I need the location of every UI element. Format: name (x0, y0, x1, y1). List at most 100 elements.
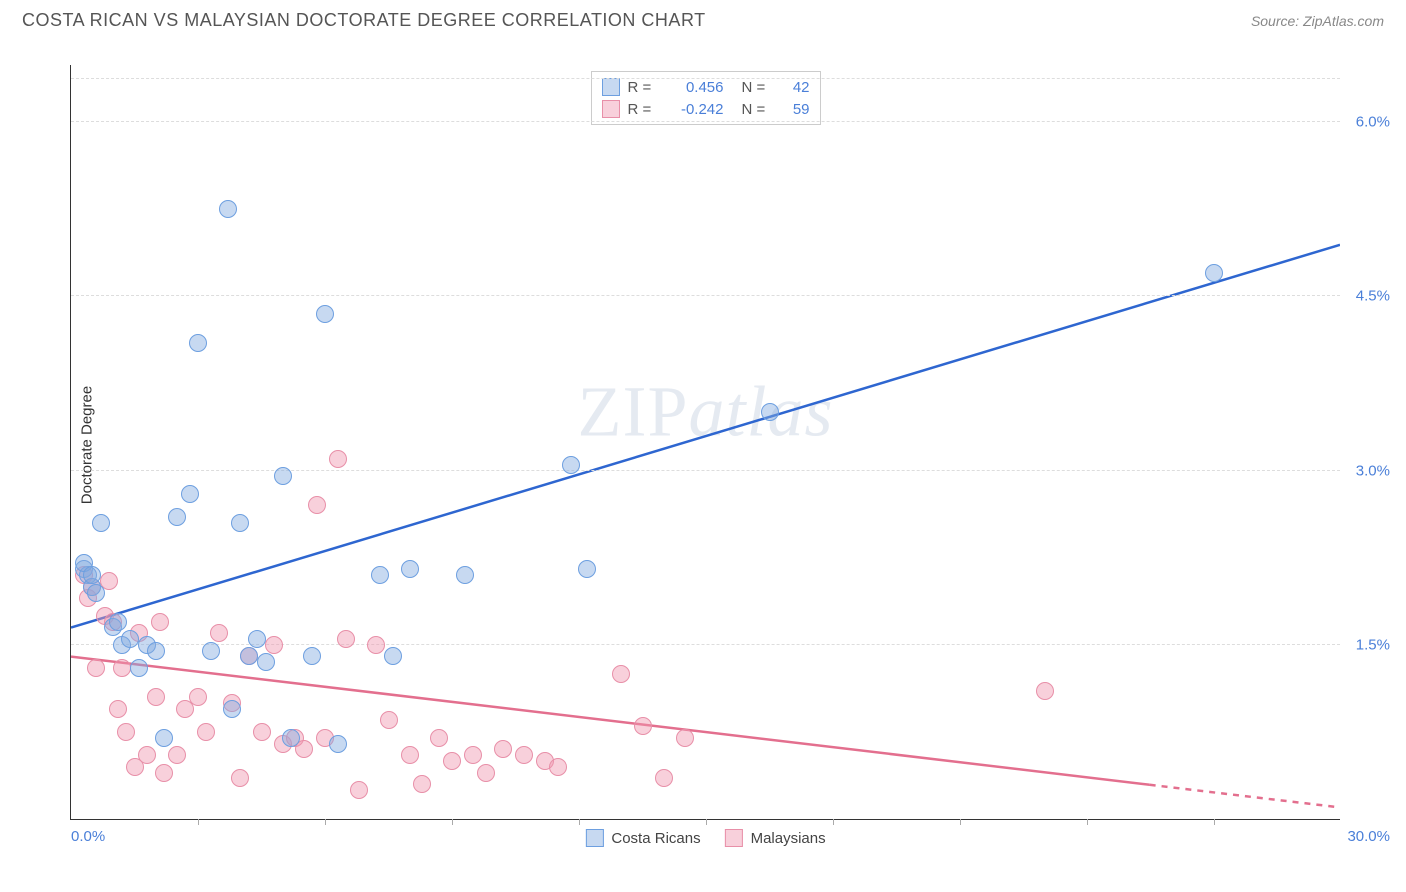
data-point-malaysians (151, 613, 169, 631)
data-point-costa-ricans (303, 647, 321, 665)
data-point-malaysians (515, 746, 533, 764)
data-point-malaysians (1036, 682, 1054, 700)
data-point-malaysians (117, 723, 135, 741)
data-point-costa-ricans (181, 485, 199, 503)
y-tick-label: 6.0% (1356, 114, 1390, 131)
x-tick (325, 819, 326, 825)
data-point-costa-ricans (274, 467, 292, 485)
n-label: N = (742, 79, 772, 96)
data-point-malaysians (549, 758, 567, 776)
x-origin-label: 0.0% (71, 828, 105, 845)
data-point-costa-ricans (401, 560, 419, 578)
r-label: R = (628, 101, 658, 118)
data-point-malaysians (464, 746, 482, 764)
source-name: ZipAtlas.com (1303, 13, 1384, 29)
x-tick (1087, 819, 1088, 825)
data-point-malaysians (676, 729, 694, 747)
correlation-row-costa-ricans: R = 0.456 N = 42 (602, 76, 810, 98)
data-point-costa-ricans (219, 200, 237, 218)
data-point-costa-ricans (1205, 264, 1223, 282)
data-point-costa-ricans (168, 508, 186, 526)
data-point-malaysians (443, 752, 461, 770)
data-point-malaysians (210, 624, 228, 642)
data-point-costa-ricans (316, 305, 334, 323)
data-point-malaysians (401, 746, 419, 764)
data-point-costa-ricans (282, 729, 300, 747)
data-point-malaysians (413, 775, 431, 793)
data-point-costa-ricans (130, 659, 148, 677)
x-max-label: 30.0% (1347, 828, 1390, 845)
source-attribution: Source: ZipAtlas.com (1251, 13, 1384, 29)
data-point-malaysians (367, 636, 385, 654)
data-point-costa-ricans (329, 735, 347, 753)
grid-line (71, 121, 1340, 122)
legend-label-costa-ricans: Costa Ricans (611, 830, 700, 847)
plot-area: ZIPatlas R = 0.456 N = 42 R = -0.242 N =… (70, 65, 1340, 820)
source-prefix: Source: (1251, 13, 1303, 29)
data-point-malaysians (655, 769, 673, 787)
r-label: R = (628, 79, 658, 96)
data-point-malaysians (155, 764, 173, 782)
data-point-costa-ricans (248, 630, 266, 648)
data-point-malaysians (430, 729, 448, 747)
x-tick (452, 819, 453, 825)
data-point-costa-ricans (231, 514, 249, 532)
swatch-malaysians-icon (725, 829, 743, 847)
x-tick (833, 819, 834, 825)
data-point-malaysians (109, 700, 127, 718)
y-tick-label: 3.0% (1356, 462, 1390, 479)
grid-line (71, 470, 1340, 471)
correlation-legend: R = 0.456 N = 42 R = -0.242 N = 59 (591, 71, 821, 125)
data-point-malaysians (350, 781, 368, 799)
x-tick (1214, 819, 1215, 825)
data-point-costa-ricans (578, 560, 596, 578)
data-point-costa-ricans (384, 647, 402, 665)
legend-item-costa-ricans: Costa Ricans (585, 829, 700, 847)
data-point-costa-ricans (147, 642, 165, 660)
watermark: ZIPatlas (577, 370, 833, 453)
chart-container: Doctorate Degree ZIPatlas R = 0.456 N = … (50, 50, 1380, 840)
data-point-malaysians (253, 723, 271, 741)
data-point-malaysians (477, 764, 495, 782)
x-tick (198, 819, 199, 825)
series-legend: Costa Ricans Malaysians (585, 829, 825, 847)
data-point-malaysians (337, 630, 355, 648)
correlation-row-malaysians: R = -0.242 N = 59 (602, 98, 810, 120)
data-point-costa-ricans (92, 514, 110, 532)
data-point-malaysians (634, 717, 652, 735)
trend-lines (71, 65, 1340, 819)
data-point-costa-ricans (456, 566, 474, 584)
chart-title: COSTA RICAN VS MALAYSIAN DOCTORATE DEGRE… (22, 10, 706, 31)
data-point-malaysians (147, 688, 165, 706)
data-point-costa-ricans (257, 653, 275, 671)
data-point-costa-ricans (761, 403, 779, 421)
data-point-costa-ricans (202, 642, 220, 660)
data-point-malaysians (494, 740, 512, 758)
data-point-costa-ricans (189, 334, 207, 352)
legend-item-malaysians: Malaysians (725, 829, 826, 847)
data-point-malaysians (87, 659, 105, 677)
n-label: N = (742, 101, 772, 118)
data-point-malaysians (189, 688, 207, 706)
data-point-malaysians (168, 746, 186, 764)
data-point-costa-ricans (223, 700, 241, 718)
data-point-malaysians (265, 636, 283, 654)
x-tick (960, 819, 961, 825)
x-tick (579, 819, 580, 825)
data-point-malaysians (380, 711, 398, 729)
grid-line (71, 78, 1340, 79)
data-point-costa-ricans (83, 566, 101, 584)
n-value-malaysians: 59 (780, 101, 810, 118)
y-tick-label: 4.5% (1356, 288, 1390, 305)
swatch-costa-ricans-icon (585, 829, 603, 847)
x-tick (706, 819, 707, 825)
data-point-malaysians (138, 746, 156, 764)
data-point-malaysians (113, 659, 131, 677)
data-point-costa-ricans (87, 584, 105, 602)
r-value-malaysians: -0.242 (666, 101, 724, 118)
data-point-malaysians (308, 496, 326, 514)
data-point-costa-ricans (371, 566, 389, 584)
grid-line (71, 295, 1340, 296)
swatch-malaysians-icon (602, 100, 620, 118)
swatch-costa-ricans-icon (602, 78, 620, 96)
